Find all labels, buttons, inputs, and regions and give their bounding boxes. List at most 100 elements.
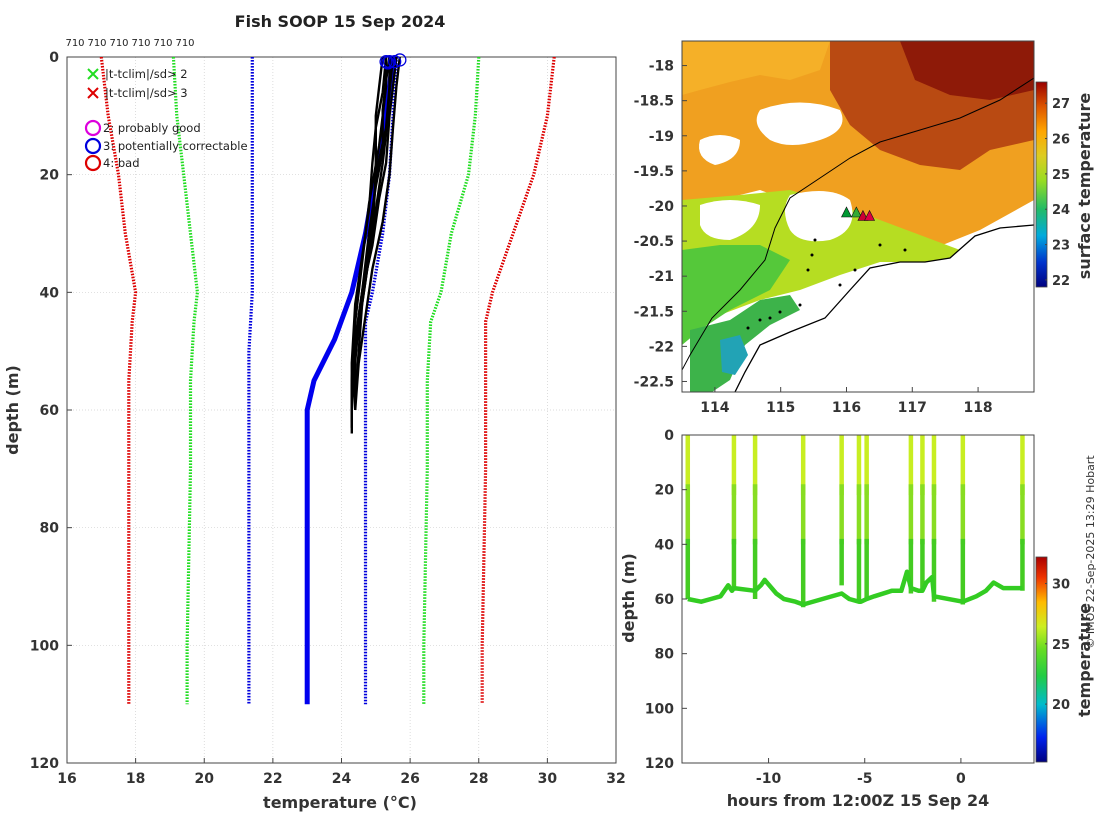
top-label: 710 xyxy=(65,38,84,49)
cloud-gap xyxy=(756,102,843,145)
x-tick-label: 30 xyxy=(538,771,558,787)
top-label: 710 xyxy=(175,38,194,49)
x-tick-label: 24 xyxy=(332,771,352,787)
y-tick-label: 20 xyxy=(40,168,60,184)
y-axis-label: depth (m) xyxy=(3,365,22,455)
legend: |t-tclim|/sd> 2 |t-tclim|/sd> 3 2: probabl… xyxy=(84,67,248,172)
y-tick-label: 100 xyxy=(30,638,59,654)
sst-colorbar-tick-label: 27 xyxy=(1052,97,1070,112)
section-x-axis-label: hours from 12:00Z 15 Sep 24 xyxy=(727,791,989,810)
flag-marker xyxy=(382,55,397,69)
map-x-tick-label: 116 xyxy=(832,400,861,416)
legend-label: |t-tclim|/sd> 3 xyxy=(105,86,188,100)
series-line xyxy=(354,57,395,399)
profile-panel: Fish SOOP 15 Sep 2024 710 710 710 710 710 710… xyxy=(3,12,626,812)
top-label: 710 xyxy=(87,38,106,49)
sst-colorbar-ticks: 22 23 24 25 26 27 xyxy=(1045,97,1070,289)
credit-text: © IMOS 22-Sep-2025 13:29 Hobart xyxy=(1084,455,1097,649)
map-y-tick-label: -20 xyxy=(649,199,675,215)
flag-marker xyxy=(388,55,402,69)
legend-marker-x xyxy=(87,68,99,80)
top-label: 710 xyxy=(109,38,128,49)
x-axis-label: temperature (°C) xyxy=(263,793,417,812)
legend-label: |t-tclim|/sd> 2 xyxy=(105,67,188,81)
legend-label: 4: bad xyxy=(103,156,140,170)
map-x-tick-label: 114 xyxy=(700,400,729,416)
x-tick-label: 28 xyxy=(469,771,488,787)
temperature-colorbar xyxy=(1035,556,1048,763)
temperature-colorbar-tick-label: 30 xyxy=(1052,578,1070,593)
sst-colorbar-tick-label: 26 xyxy=(1052,133,1070,148)
series-line xyxy=(354,57,401,411)
y-tick-label: 60 xyxy=(40,403,60,419)
isobath xyxy=(682,77,1034,371)
map-y-tick-label: -22 xyxy=(649,339,674,355)
sst-hottest-region xyxy=(900,41,1034,100)
sst-coolest-region xyxy=(720,335,748,375)
map-y-tick-label: -19.5 xyxy=(634,164,674,180)
section-x-tick-label: -10 xyxy=(756,771,782,787)
series-line xyxy=(171,57,200,705)
sst-colorbar-tick-label: 23 xyxy=(1052,239,1070,254)
map-y-ticks: -18 -18.5 -19 -19.5 -20 -20.5 -21 -21.5 -22 -22.5 xyxy=(634,59,687,390)
series-line xyxy=(247,57,254,705)
map-y-tick-label: -19 xyxy=(649,129,674,145)
legend-marker-x xyxy=(87,87,99,99)
section-data xyxy=(685,435,1025,608)
section-x-tick-label: 0 xyxy=(956,771,966,787)
section-y-axis-label: depth (m) xyxy=(619,553,638,643)
top-label: 710 xyxy=(153,38,172,49)
profile-x-ticks: 16 18 20 22 24 26 28 30 32 xyxy=(57,758,626,787)
y-tick-label: 120 xyxy=(30,756,59,772)
ship-position xyxy=(841,206,852,218)
x-tick-label: 16 xyxy=(57,771,76,787)
y-tick-label: 80 xyxy=(40,521,60,537)
section-panel: -10 -5 0 0 20 40 60 80 100 120 hours from 12:00Z… xyxy=(619,428,1094,810)
temperature-colorbar-ticks: 20 25 30 xyxy=(1045,578,1070,713)
sst-green-region xyxy=(682,245,790,345)
x-tick-label: 18 xyxy=(126,771,145,787)
map-y-tick-label: -20.5 xyxy=(634,234,674,250)
sst-colorbar-label: surface temperature xyxy=(1075,93,1094,280)
bottom-trace xyxy=(687,569,1023,607)
series-line xyxy=(350,57,388,434)
legend-label: 3: potentially correctable xyxy=(103,139,248,153)
series-line xyxy=(480,57,556,705)
profile-series xyxy=(99,57,556,705)
map-panel: 114 115 116 117 118 -18 -18.5 -19 -19.5 -20 -20.5… xyxy=(634,40,1094,416)
map-frame xyxy=(681,40,1035,393)
x-tick-label: 20 xyxy=(195,771,215,787)
section-y-tick-label: 80 xyxy=(655,647,675,663)
x-tick-label: 32 xyxy=(606,771,625,787)
legend-marker-circle xyxy=(84,119,102,137)
top-labels: 710 710 710 710 710 710 xyxy=(65,38,194,49)
x-tick-label: 22 xyxy=(263,771,282,787)
cloud-gap xyxy=(699,135,740,165)
temperature-colorbar-label: temperature xyxy=(1075,603,1094,717)
section-y-tick-label: 60 xyxy=(655,592,675,608)
section-x-ticks: -10 -5 0 xyxy=(756,758,966,787)
legend-marker-circle xyxy=(84,154,102,172)
series-line xyxy=(354,57,391,410)
coastline xyxy=(734,224,1034,392)
sst-colorbar-tick-label: 22 xyxy=(1052,274,1070,289)
map-y-tick-label: -22.5 xyxy=(634,374,674,390)
map-x-tick-label: 117 xyxy=(898,400,927,416)
land xyxy=(735,225,1034,392)
section-x-tick-label: -5 xyxy=(857,771,873,787)
map-y-tick-label: -18 xyxy=(649,59,674,75)
cloud-gap xyxy=(700,200,760,240)
section-y-tick-label: 40 xyxy=(655,537,675,553)
map-y-tick-label: -21.5 xyxy=(634,304,674,320)
ship-position xyxy=(864,209,875,221)
legend-marker-circle xyxy=(84,137,102,155)
top-label: 710 xyxy=(131,38,150,49)
x-tick-label: 26 xyxy=(400,771,419,787)
sst-northwest-region xyxy=(682,41,830,95)
series-line xyxy=(99,57,138,705)
cloud-gap xyxy=(785,191,853,242)
sst-colorbar-tick-label: 24 xyxy=(1052,203,1070,218)
temperature-colorbar-tick-label: 20 xyxy=(1052,698,1070,713)
flag-markers xyxy=(379,53,407,70)
